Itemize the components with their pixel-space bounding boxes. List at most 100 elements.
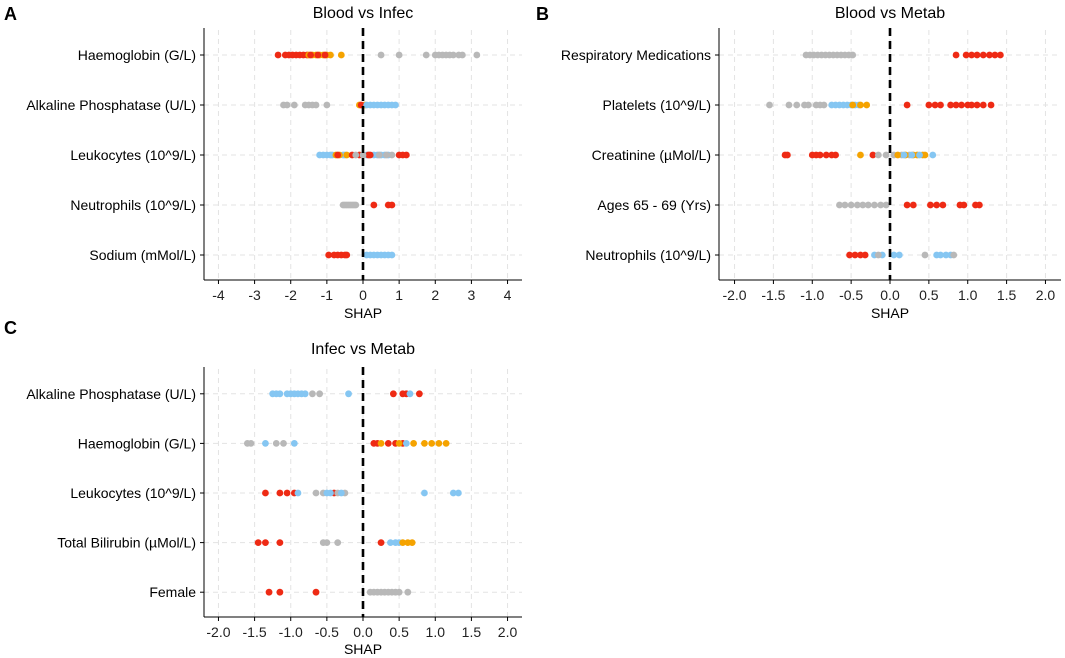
x-tick-label: 2.0 (1036, 287, 1056, 303)
x-tick-label: 0.5 (919, 287, 939, 303)
shap-point-red (958, 101, 965, 109)
shap-point-gray (473, 51, 481, 59)
x-tick-label: -1.5 (243, 624, 267, 640)
x-tick-label: 0.5 (389, 624, 409, 640)
shap-point-blue (294, 489, 302, 497)
x-tick-label: -0.5 (315, 624, 339, 640)
x-tick-label: -0.5 (839, 287, 863, 303)
x-tick-label: 3 (468, 287, 476, 303)
feature-label: Ages 65 - 69 (Yrs) (597, 197, 711, 213)
shap-point-gray (449, 51, 457, 59)
shap-point-red (343, 251, 351, 259)
shap-point-gray (334, 539, 342, 546)
x-tick-label: -1.0 (800, 287, 824, 303)
shap-point-orange (399, 539, 407, 546)
shap-point-red (968, 51, 976, 59)
x-tick-label: -1 (321, 287, 334, 303)
shap-point-gray (849, 51, 857, 59)
shap-point-orange (857, 151, 864, 159)
feature-label: Creatinine (µMol/L) (592, 147, 711, 163)
shap-point-blue (301, 390, 309, 398)
x-axis-label: SHAP (344, 305, 382, 321)
x-tick-label: 1 (395, 287, 403, 303)
shap-point-red (388, 201, 396, 209)
shap-point-red (276, 539, 284, 546)
shap-point-gray (458, 51, 466, 59)
x-tick-label: 1.0 (958, 287, 978, 303)
x-tick-label: -1.5 (761, 287, 785, 303)
shap-point-blue (387, 539, 394, 546)
shap-point-gray (352, 151, 360, 159)
shap-point-gray (316, 390, 324, 398)
x-tick-label: 1.5 (462, 624, 482, 640)
shap-point-gray (312, 101, 320, 109)
x-tick-label: 0.0 (880, 287, 900, 303)
shap-point-blue (290, 440, 298, 447)
shap-point-gray (359, 151, 367, 159)
shap-point-red (952, 51, 960, 59)
shap-point-blue (406, 390, 414, 398)
shap-point-orange (327, 51, 334, 59)
shap-point-gray (377, 51, 385, 59)
shap-point-blue (895, 251, 903, 259)
feature-label: Total Bilirubin (µMol/L) (57, 535, 196, 551)
shap-point-gray (877, 201, 885, 209)
shap-point-red (937, 101, 944, 109)
shap-point-gray (882, 201, 890, 209)
shap-point-red (979, 101, 987, 109)
shap-point-red (262, 489, 269, 497)
panel-letter: C (4, 318, 17, 338)
shap-point-red (903, 201, 911, 209)
shap-point-orange (921, 151, 929, 159)
feature-label: Sodium (mMol/L) (89, 247, 196, 263)
x-tick-label: -2.0 (722, 287, 746, 303)
feature-label: Alkaline Phosphatase (U/L) (26, 386, 196, 402)
shap-point-red (979, 51, 987, 59)
shap-point-gray (280, 440, 287, 447)
feature-label: Neutrophils (10^9/L) (70, 197, 196, 213)
shap-point-gray (323, 101, 331, 109)
shap-point-red (415, 390, 423, 398)
shap-point-orange (435, 440, 443, 447)
shap-point-orange (421, 440, 428, 447)
shap-point-blue (421, 489, 428, 497)
feature-label: Female (149, 584, 196, 600)
shap-point-blue (402, 440, 410, 447)
shap-point-red (822, 151, 830, 159)
shap-point-orange (395, 440, 403, 447)
shap-point-red (973, 101, 981, 109)
shap-point-red (939, 201, 947, 209)
shap-point-gray (847, 201, 855, 209)
shap-point-blue (900, 151, 908, 159)
shap-point-gray (841, 201, 849, 209)
shap-point-red (325, 251, 333, 259)
shap-point-gray (395, 588, 403, 596)
x-tick-label: 1.0 (426, 624, 446, 640)
shap-point-blue (929, 151, 937, 159)
shap-point-blue (937, 251, 944, 259)
shap-point-gray (793, 101, 801, 109)
chart-title: Infec vs Metab (311, 341, 415, 358)
shap-point-blue (890, 251, 898, 259)
x-axis-label: SHAP (871, 305, 909, 321)
shap-point-gray (383, 151, 390, 159)
shap-point-blue (916, 151, 923, 159)
x-tick-label: 2.0 (498, 624, 518, 640)
shap-point-red (832, 151, 839, 159)
shap-point-orange (857, 101, 864, 109)
shap-point-orange (849, 101, 857, 109)
x-tick-label: 0 (359, 287, 367, 303)
shap-point-gray (404, 588, 412, 596)
shap-point-blue (388, 251, 396, 259)
shap-point-gray (309, 390, 316, 398)
shap-point-gray (395, 51, 403, 59)
shap-point-gray (882, 151, 890, 159)
shap-point-blue (262, 440, 269, 447)
shap-point-red (869, 151, 877, 159)
shap-point-red (283, 489, 291, 497)
shap-point-gray (853, 201, 861, 209)
x-tick-label: 2 (431, 287, 439, 303)
shap-point-red (861, 251, 869, 259)
x-tick-label: -4 (212, 287, 225, 303)
shap-point-gray (375, 151, 383, 159)
